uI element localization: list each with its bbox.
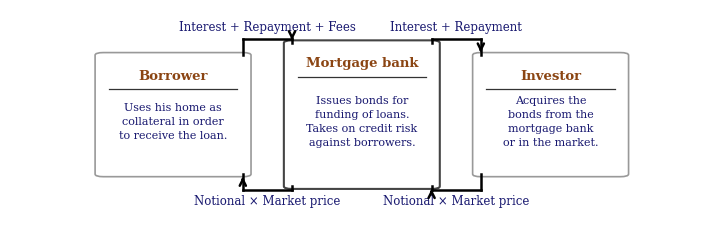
Text: Notional × Market price: Notional × Market price (383, 195, 530, 208)
FancyBboxPatch shape (472, 53, 628, 177)
FancyBboxPatch shape (284, 40, 440, 189)
Text: Acquires the
bonds from the
mortgage bank
or in the market.: Acquires the bonds from the mortgage ban… (503, 96, 599, 148)
Text: Investor: Investor (520, 70, 581, 83)
Text: Uses his home as
collateral in order
to receive the loan.: Uses his home as collateral in order to … (119, 103, 227, 141)
Text: Mortgage bank: Mortgage bank (306, 57, 418, 70)
Text: Borrower: Borrower (138, 70, 208, 83)
Text: Interest + Repayment + Fees: Interest + Repayment + Fees (179, 21, 356, 34)
FancyBboxPatch shape (95, 53, 251, 177)
Text: Issues bonds for
funding of loans.
Takes on credit risk
against borrowers.: Issues bonds for funding of loans. Takes… (306, 96, 417, 148)
Text: Interest + Repayment: Interest + Repayment (390, 21, 522, 34)
Text: Notional × Market price: Notional × Market price (194, 195, 340, 208)
